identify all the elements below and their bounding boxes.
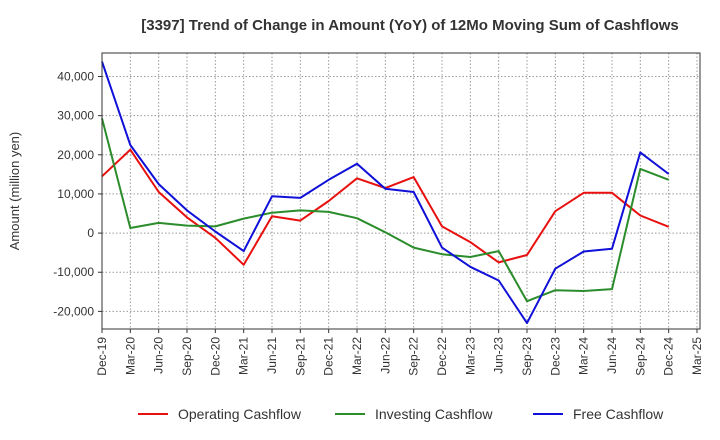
x-tick-label: Mar-21: [237, 337, 251, 375]
chart-title: [3397] Trend of Change in Amount (YoY) o…: [141, 17, 679, 34]
x-tick-label: Sep-23: [520, 337, 534, 376]
y-tick-label: 20,000: [57, 148, 94, 162]
y-tick-label: 0: [87, 226, 94, 240]
x-tick-label: Jun-23: [492, 337, 506, 374]
x-tick-label: Dec-23: [548, 337, 562, 376]
grid: [101, 53, 700, 329]
legend-label: Operating Cashflow: [178, 406, 302, 422]
y-tick-label: 40,000: [57, 69, 94, 83]
x-tick-label: Dec-19: [95, 337, 109, 376]
x-tick-label: Mar-22: [350, 337, 364, 375]
x-tick-label: Sep-24: [633, 337, 647, 376]
y-tick-label: -10,000: [53, 265, 94, 279]
series-line-free-cashflow: [101, 61, 670, 325]
x-tick-label: Mar-24: [577, 337, 591, 375]
x-tick-label: Dec-24: [662, 337, 676, 376]
x-tick-label: Jun-20: [152, 337, 166, 374]
x-tick-label: Jun-22: [378, 337, 392, 374]
x-tick-label: Mar-20: [123, 337, 137, 375]
plot-frame: [101, 52, 701, 330]
legend-label: Investing Cashflow: [375, 406, 493, 422]
y-tick-label: 30,000: [57, 109, 94, 123]
series-lines: [101, 61, 670, 325]
series-line-investing-cashflow: [101, 118, 670, 303]
x-tick-label: Sep-21: [293, 337, 307, 376]
legend: Operating Cashflow Investing Cashflow Free…: [138, 406, 664, 422]
y-tick-label: -20,000: [53, 304, 94, 318]
x-tick-label: Sep-20: [180, 337, 194, 376]
x-tick-label: Sep-22: [407, 337, 421, 376]
x-tick-label: Jun-21: [265, 337, 279, 374]
x-axis-ticks: Dec-19 Mar-20 Jun-20 Sep-20 Dec-20 Mar-21 Jun-…: [95, 329, 704, 376]
x-tick-label: Dec-22: [435, 337, 449, 376]
x-tick-label: Mar-23: [463, 337, 477, 375]
x-tick-label: Mar-25: [690, 337, 704, 375]
legend-label: Free Cashflow: [573, 406, 664, 422]
x-tick-label: Dec-21: [322, 337, 336, 376]
x-tick-label: Dec-20: [208, 337, 222, 376]
y-axis-ticks: -20,000 -10,000 0 10,000 20,000 30,000 40,000: [53, 69, 102, 318]
x-tick-label: Jun-24: [605, 337, 619, 374]
y-axis-label: Amount (million yen): [7, 132, 22, 251]
y-tick-label: 10,000: [57, 187, 94, 201]
